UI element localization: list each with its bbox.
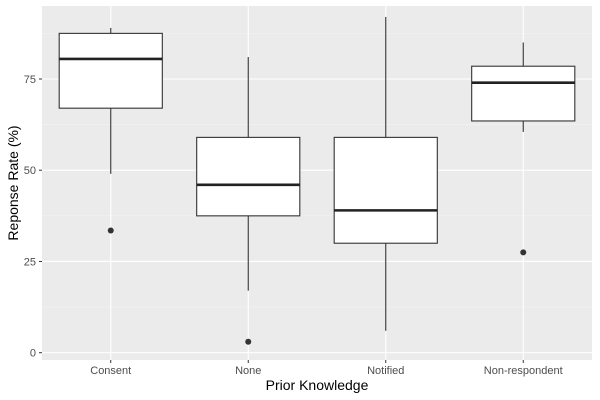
x-tick-label: Consent (90, 365, 131, 377)
x-tick-label: Notified (367, 365, 404, 377)
y-tick-label: 0 (30, 348, 36, 360)
outlier-point (245, 338, 252, 345)
y-axis-ticks (39, 78, 42, 354)
box-none (196, 57, 301, 345)
box-iqr (333, 136, 438, 244)
box-iqr (196, 136, 301, 217)
y-tick-label: 75 (24, 74, 36, 86)
box-notified (333, 16, 438, 331)
outlier-point (107, 227, 114, 234)
y-axis-title: Reponse Rate (%) (5, 125, 21, 240)
box-iqr (471, 65, 576, 122)
y-tick-label: 50 (24, 165, 36, 177)
x-tick-label: Non-respondent (484, 365, 563, 377)
outlier-point (520, 249, 527, 256)
x-tick-label: None (235, 365, 261, 377)
box-iqr (58, 32, 163, 109)
boxplot-series (58, 16, 576, 345)
x-axis-title: Prior Knowledge (266, 377, 369, 393)
x-axis-ticks (110, 360, 524, 363)
y-tick-label: 25 (24, 256, 36, 268)
box-consent (58, 27, 163, 234)
x-axis-tick-labels: Consent None Notified Non-respondent (90, 365, 562, 377)
y-axis-tick-labels: 0 25 50 75 (24, 74, 36, 360)
box-non-respondent (471, 42, 576, 256)
